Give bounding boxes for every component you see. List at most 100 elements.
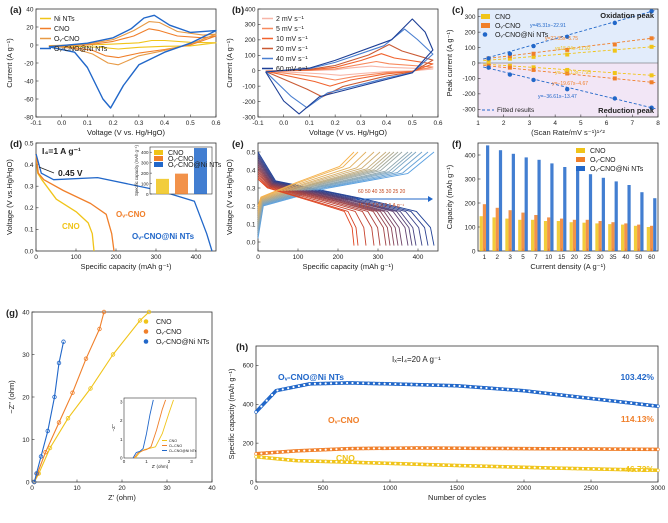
cv-curve	[48, 39, 217, 50]
curve-label-cno: CNO	[62, 222, 80, 231]
x-tick-label: 2500	[584, 485, 599, 492]
y-tick-label: 40	[22, 309, 30, 316]
cycle-point	[270, 393, 274, 397]
y-tick-label: 200	[465, 200, 476, 207]
data-point	[507, 56, 512, 61]
nyquist-point	[47, 445, 53, 451]
voltage-label: 0.45 V	[58, 168, 83, 178]
cycle-point	[602, 447, 607, 451]
x-tick-label: 5	[521, 254, 525, 261]
cycle-point	[291, 449, 296, 453]
cycle-point	[495, 446, 499, 451]
cycle-point	[431, 446, 435, 450]
legend-entry: 40 mV s⁻¹	[276, 56, 308, 63]
charge-curve	[257, 151, 375, 213]
cycle-point	[409, 462, 414, 466]
cycle-point	[307, 459, 312, 463]
cycle-point	[629, 401, 633, 405]
cycle-point	[506, 446, 510, 451]
cycle-point	[650, 468, 655, 472]
discharge-curve	[257, 158, 413, 246]
cycle-point	[356, 460, 360, 465]
capacity-bar	[537, 159, 541, 251]
capacity-bar	[524, 157, 528, 251]
cycle-point	[313, 459, 317, 463]
cycle-point	[506, 387, 510, 392]
x-tick-label: 60	[648, 254, 656, 261]
x-tick-label: 3	[508, 254, 512, 261]
cycle-point	[372, 446, 376, 451]
x-tick-label: 0.5	[408, 120, 417, 127]
cv-curve	[48, 21, 217, 66]
x-axis-label: Specific capacity (mAh g⁻¹)	[302, 262, 394, 271]
cycle-point	[254, 455, 258, 459]
cycle-point	[254, 452, 258, 456]
discharge-curve	[257, 160, 409, 246]
legend-entry: CNO	[495, 14, 511, 21]
oxidation-label: Oxidation peak	[600, 11, 655, 20]
cycle-point	[399, 446, 403, 450]
cycle-point	[634, 402, 639, 406]
y-tick-label: 0.5	[24, 140, 33, 147]
cv-curve	[48, 14, 217, 109]
y-tick-label: -100	[462, 76, 475, 83]
cycle-point	[495, 464, 499, 469]
fit-line	[483, 46, 656, 62]
legend-entry-swatch	[481, 14, 490, 19]
cycle-point	[533, 390, 537, 394]
cycle-point	[275, 388, 280, 393]
nyquist-point	[34, 471, 39, 476]
y-tick-label: 0.1	[24, 227, 33, 234]
cycle-point	[656, 468, 660, 473]
discharge-curve	[257, 166, 395, 246]
cycle-point	[554, 466, 558, 470]
discharge-curve	[35, 153, 115, 252]
cycle-point	[457, 446, 462, 450]
cycle-point	[511, 465, 515, 469]
legend-entry: Oᵥ-CNO@Ni NTs	[590, 166, 644, 173]
y-axis-label: Current (A g⁻¹)	[5, 38, 14, 88]
cycle-point	[377, 461, 381, 465]
cycle-point	[575, 466, 580, 471]
cycle-point	[382, 446, 387, 450]
y-tick-label: 300	[465, 14, 476, 21]
inset-x-tick-label: 0	[123, 459, 126, 464]
legend-entry: Ni NTs	[54, 16, 75, 23]
cycle-point	[516, 388, 521, 392]
cycle-point	[313, 382, 317, 386]
cycle-point	[645, 403, 649, 407]
reduction-label: Reduction peak	[598, 106, 655, 115]
discharge-curve	[257, 171, 381, 246]
cycle-point	[366, 461, 371, 465]
y-tick-label: -100	[242, 83, 255, 90]
cycle-point	[522, 446, 526, 451]
panel-f: 0 100 200 300 400 Current density (A g⁻¹) Capa…	[445, 139, 659, 271]
cycle-point	[340, 447, 344, 451]
cycle-point	[522, 465, 526, 469]
y-tick-label: 100	[245, 53, 256, 60]
capacity-bar	[637, 224, 641, 251]
cycle-point	[624, 467, 628, 472]
cycle-point	[409, 446, 414, 450]
cycle-point	[656, 447, 660, 452]
cycle-point	[479, 385, 483, 390]
inset-y-tick-label: 1	[120, 437, 123, 442]
x-axis-label: Current density (A g⁻¹)	[530, 262, 606, 271]
x-tick-label: 2	[502, 120, 506, 127]
x-tick-label: 1000	[383, 485, 398, 492]
x-tick-label: 0	[34, 254, 38, 261]
data-point	[507, 54, 512, 59]
cycle-point	[650, 447, 655, 452]
cycle-point	[565, 447, 569, 451]
y-axis-label: Peak current (A g⁻¹)	[445, 29, 454, 96]
inset-legend-entry: Oᵥ-CNO	[169, 444, 182, 448]
cycle-point	[613, 447, 617, 451]
fit-equation: y=−36.61x−13.47	[538, 94, 577, 100]
series-label-ocno-ni: Oᵥ-CNO@Ni NTs	[278, 372, 344, 382]
cycle-point	[457, 463, 462, 468]
data-point	[531, 43, 536, 49]
cycle-point	[356, 381, 360, 385]
cycle-point	[302, 383, 306, 387]
inset-y-tick-label: 300	[141, 160, 149, 165]
y-tick-label: 0.4	[24, 162, 33, 169]
